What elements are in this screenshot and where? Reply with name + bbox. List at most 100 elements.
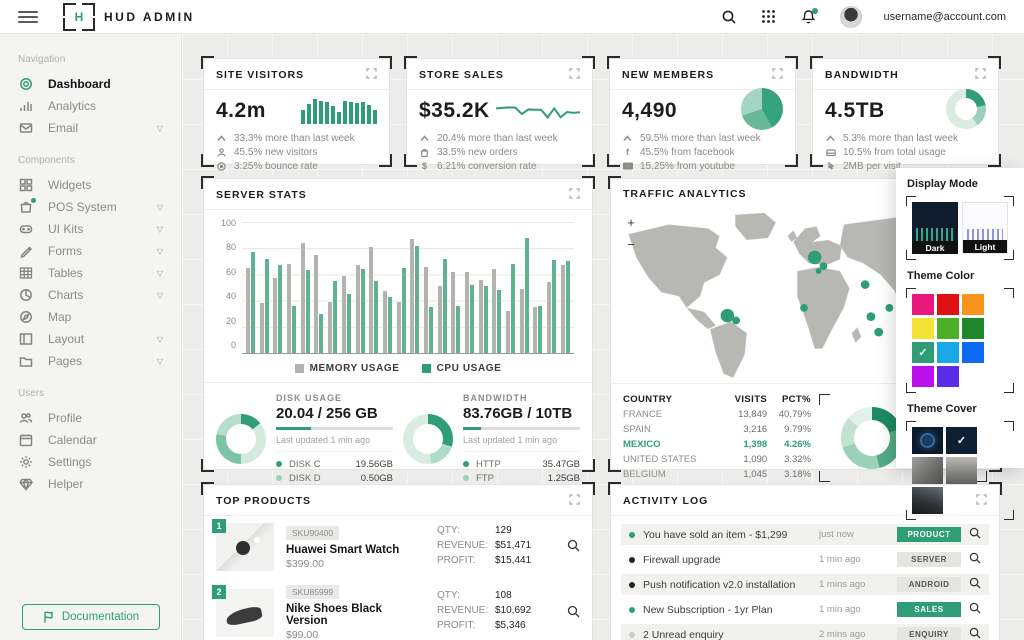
- sidebar-item-label: Map: [48, 310, 72, 324]
- sidebar-item-dashboard[interactable]: Dashboard: [0, 73, 181, 95]
- pages-icon: [18, 354, 34, 368]
- stat-detail: 10.5% from total usage: [843, 146, 946, 158]
- product-list-item: 2 SKU85999 Nike Shoes Black Version $99.…: [204, 577, 592, 640]
- sidebar-item-label: Widgets: [48, 178, 92, 192]
- expand-icon[interactable]: [976, 494, 987, 508]
- theme-color-swatch[interactable]: [937, 318, 959, 339]
- theme-color-swatch[interactable]: [937, 294, 959, 315]
- theme-cover-option-2-selected[interactable]: ✓: [946, 427, 977, 454]
- stat-detail: 33.5% new orders: [437, 146, 518, 158]
- stat-detail: 33.3% more than last week: [234, 132, 355, 144]
- product-list-item: 1 SKU90400 Huawei Smart Watch $399.00 QT…: [204, 516, 592, 577]
- activity-text: You have sold an item - $1,299: [643, 528, 788, 541]
- expand-icon[interactable]: [569, 188, 580, 202]
- display-mode-dark-option[interactable]: Dark: [912, 202, 958, 254]
- display-mode-light-option[interactable]: Light: [962, 202, 1008, 254]
- magnifier-icon[interactable]: [969, 552, 981, 567]
- magnifier-icon[interactable]: [567, 539, 580, 555]
- theme-color-swatch[interactable]: [937, 342, 959, 363]
- display-mode-box: Dark Light: [906, 196, 1014, 260]
- notification-dot: [811, 7, 818, 14]
- sidebar-item-label: Calendar: [48, 433, 97, 447]
- theme-color-swatch[interactable]: [912, 318, 934, 339]
- sidebar-item-widgets[interactable]: Widgets: [0, 174, 181, 196]
- notifications-bell-icon[interactable]: [800, 7, 818, 26]
- sidebar-item-analytics[interactable]: Analytics: [0, 95, 181, 117]
- magnifier-icon[interactable]: [969, 602, 981, 617]
- card-title: NEW MEMBERS: [622, 69, 715, 81]
- activity-text: Push notification v2.0 installation: [643, 578, 796, 591]
- sidebar-item-pos-system[interactable]: POS System ▽: [0, 196, 181, 218]
- bandwidth-donut-chart: [403, 414, 453, 464]
- documentation-button[interactable]: Documentation: [22, 604, 160, 630]
- list-item: Firewall upgrade 1 min ago SERVER: [621, 549, 989, 570]
- sidebar-item-ui-kits[interactable]: UI Kits ▽: [0, 218, 181, 240]
- theme-cover-option-4[interactable]: [946, 457, 977, 484]
- theme-color-swatch-selected[interactable]: ✓: [912, 342, 934, 363]
- sidebar-item-email[interactable]: Email ▽: [0, 117, 181, 139]
- expand-icon[interactable]: [975, 68, 986, 82]
- sidebar-item-tables[interactable]: Tables ▽: [0, 262, 181, 284]
- bag-icon: [419, 148, 430, 157]
- card-title: ACTIVITY LOG: [623, 495, 709, 507]
- stat-detail: 2MB per visit: [843, 160, 901, 172]
- expand-icon[interactable]: [772, 68, 783, 82]
- theme-color-swatch[interactable]: [912, 294, 934, 315]
- product-stats: QTY: 108 REVENUE: $10,692 PROFIT: $5,346: [437, 590, 532, 631]
- country-table: COUNTRY VISITS PCT% FRANCE 13,849 40.79% S…: [623, 392, 811, 482]
- sidebar: Navigation Dashboard Analytics Email ▽ C…: [0, 34, 182, 640]
- sidebar-item-map[interactable]: Map: [0, 306, 181, 328]
- sidebar-item-charts[interactable]: Charts ▽: [0, 284, 181, 306]
- activity-time: 1 min ago: [819, 554, 861, 565]
- product-price: $399.00: [286, 557, 324, 570]
- stat-detail: 20.4% more than last week: [437, 132, 558, 144]
- server-bar-chart: 100 80 60 40 20 0: [204, 210, 592, 354]
- sidebar-item-calendar[interactable]: Calendar: [0, 429, 181, 451]
- sidebar-item-pages[interactable]: Pages ▽: [0, 350, 181, 372]
- sidebar-heading-components: Components: [18, 155, 75, 166]
- apps-grid-icon[interactable]: [760, 8, 778, 26]
- sidebar-item-helper[interactable]: Helper: [0, 473, 181, 495]
- map-zoom-in-button[interactable]: +: [623, 215, 639, 231]
- theme-color-swatch[interactable]: [962, 318, 984, 339]
- sidebar-item-settings[interactable]: Settings: [0, 451, 181, 473]
- theme-cover-option-3[interactable]: [912, 457, 943, 484]
- activity-time: 1 min ago: [819, 604, 861, 615]
- search-icon[interactable]: [720, 8, 738, 26]
- activity-text: Firewall upgrade: [643, 553, 721, 566]
- theme-cover-option-5[interactable]: [912, 487, 943, 514]
- theme-cover-option-1[interactable]: [912, 427, 943, 454]
- youtube-icon: [622, 162, 633, 170]
- activity-time: just now: [819, 529, 854, 540]
- legend-label: CPU USAGE: [436, 363, 502, 374]
- forms-icon: [18, 244, 34, 258]
- sidebar-item-forms[interactable]: Forms ▽: [0, 240, 181, 262]
- stat-detail: 3.25% bounce rate: [234, 160, 318, 172]
- expand-icon[interactable]: [366, 68, 377, 82]
- sidebar-item-layout[interactable]: Layout ▽: [0, 328, 181, 350]
- topbar-actions: username@account.com: [720, 5, 1006, 28]
- expand-icon[interactable]: [569, 494, 580, 508]
- disk-row-value: 19.56GB: [355, 458, 394, 470]
- avatar[interactable]: [839, 5, 862, 28]
- activity-time: 2 mins ago: [819, 629, 866, 640]
- sku-badge: SKU90400: [286, 525, 340, 540]
- table-row: BELGIUM 1,045 3.18%: [623, 469, 811, 480]
- map-zoom-out-button[interactable]: −: [623, 237, 639, 253]
- theme-color-swatch[interactable]: [962, 342, 984, 363]
- theme-color-swatch[interactable]: [937, 366, 959, 387]
- theme-color-swatch[interactable]: [962, 294, 984, 315]
- magnifier-icon[interactable]: [969, 527, 981, 542]
- theme-color-swatch[interactable]: [912, 366, 934, 387]
- column-header: VISITS: [734, 394, 768, 405]
- status-dot: [629, 556, 635, 563]
- sidebar-item-label: Email: [48, 121, 79, 135]
- magnifier-icon[interactable]: [567, 605, 580, 621]
- sidebar-item-profile[interactable]: Profile: [0, 407, 181, 429]
- magnifier-icon[interactable]: [969, 577, 981, 592]
- menu-toggle-icon[interactable]: [18, 10, 38, 23]
- stat-value: $35.2K: [419, 99, 490, 122]
- column-header: PCT%: [781, 394, 811, 405]
- expand-icon[interactable]: [569, 68, 580, 82]
- magnifier-icon[interactable]: [969, 627, 981, 640]
